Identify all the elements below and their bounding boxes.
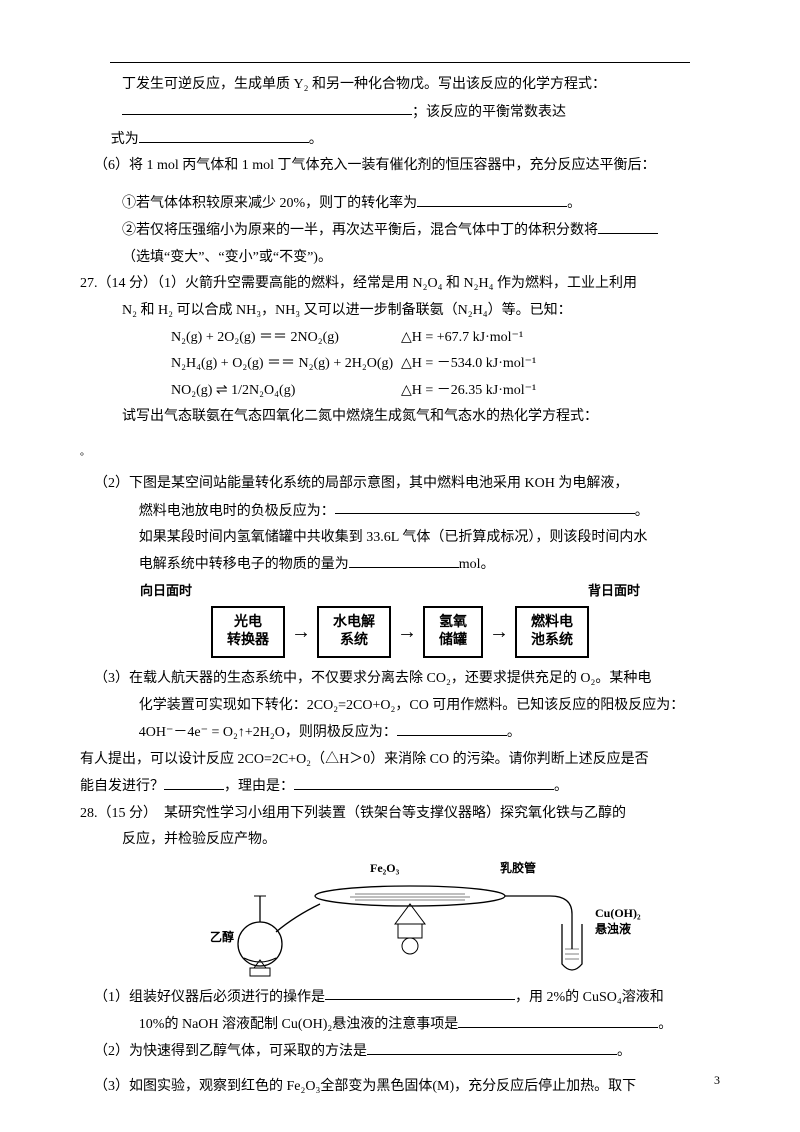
q27p3-l1: （3）在载人航天器的生态系统中，不仅要求分离去除 CO₂，还要求提供充足的 O₂… [80, 666, 720, 693]
q6-o1-pre: ①若气体体积较原来减少 20%，则丁的转化率为 [122, 196, 417, 211]
q27p3-l3: 4OH⁻－4e⁻ = O₂↑+2H₂O，则阴极反应为： 。 [80, 719, 720, 746]
eq3: NO₂(g) ⇌ 1/2N₂O₄(g) △H = －26.35 kJ·mol⁻¹ [80, 378, 720, 405]
fb2a: 水电解 [333, 614, 375, 632]
blank-reason[interactable] [294, 773, 554, 790]
q27p2-l4-pre: 电解系统中转移电子的物质的量为 [139, 557, 349, 572]
q27p4-l2-suf: 。 [554, 779, 568, 794]
flow-titles: 向日面时 背日面时 [80, 579, 720, 604]
flow-arrow-1: → [289, 613, 313, 651]
blank-k-expr[interactable] [139, 126, 309, 143]
header-rule [110, 62, 690, 63]
label-ethanol: 乙醇 [210, 926, 234, 949]
label-tube: 乳胶管 [500, 857, 536, 880]
q6-opt2b: （选填“变大”、“变小”或“不变”)。 [80, 245, 720, 272]
eq3-l: NO₂(g) ⇌ 1/2N₂O₄(g) [171, 378, 401, 405]
page-number: 3 [714, 1069, 720, 1092]
fb4a: 燃料电 [531, 614, 573, 632]
flow-diagram: 光电 转换器 → 水电解 系统 → 氢氧 储罐 → 燃料电 池系统 [80, 606, 720, 658]
eq1-r: △H = +67.7 kJ·mol⁻¹ [401, 325, 523, 352]
q28-p2: （2）为快速得到乙醇气体，可采取的方法是 。 [80, 1038, 720, 1065]
q27p3-l3-suf: 。 [507, 725, 521, 740]
blank-equation[interactable] [122, 99, 412, 116]
eq2: N₂H₄(g) + O₂(g) ＝＝ N₂(g) + 2H₂O(g) △H = … [80, 351, 720, 378]
q28-head2: 反应，并检验反应产物。 [80, 827, 720, 854]
q27p3-l3-pre: 4OH⁻－4e⁻ = O₂↑+2H₂O，则阴极反应为： [139, 725, 397, 740]
q6-o1-suf: 。 [567, 196, 581, 211]
intro-line3: 式为 。 [80, 126, 720, 153]
q28-head: 28.（15 分） 某研究性学习小组用下列装置（铁架台等支撑仪器略）探究氧化铁与… [80, 801, 720, 828]
blank-note[interactable] [458, 1011, 658, 1028]
fb4b: 池系统 [531, 632, 573, 650]
intro-line1: 丁发生可逆反应，生成单质 Y₂ 和另一种化合物戊。写出该反应的化学方程式： [80, 72, 720, 99]
flow-box-4: 燃料电 池系统 [515, 606, 589, 658]
q27p2-l4: 电解系统中转移电子的物质的量为 mol。 [80, 551, 720, 578]
blank-operation[interactable] [325, 984, 515, 1001]
q27p4-l2-pre: 能自发进行？ [80, 779, 164, 794]
q28-p1b-pre: 10%的 NaOH 溶液配制 Cu(OH)₂悬浊液的注意事项是 [139, 1017, 458, 1032]
fb3b: 储罐 [439, 632, 467, 650]
flow-box-3: 氢氧 储罐 [423, 606, 483, 658]
q6-o2-pre: ②若仅将压强缩小为原来的一半，再次达平衡后，混合气体中丁的体积分数将 [122, 223, 598, 238]
intro-l3-suf: 。 [309, 132, 323, 147]
fb1b: 转换器 [227, 632, 269, 650]
q6-opt1: ①若气体体积较原来减少 20%，则丁的转化率为 。 [80, 190, 720, 217]
period1: 。 [80, 447, 720, 459]
q27-head2: N₂ 和 H₂ 可以合成 NH₃，NH₃ 又可以进一步制备联氨（N₂H₄）等。已… [80, 298, 720, 325]
q27p4-l2: 能自发进行？ ，理由是： 。 [80, 773, 720, 800]
q27p2-l3: 如果某段时间内氢氧储罐中共收集到 33.6L 气体（已折算成标况），则该段时间内… [80, 525, 720, 552]
page-content: 丁发生可逆反应，生成单质 Y₂ 和另一种化合物戊。写出该反应的化学方程式： ；该… [80, 72, 720, 1100]
q28-p2-suf: 。 [617, 1044, 631, 1059]
blank-neg-electrode[interactable] [335, 498, 635, 515]
q27p3-l2: 化学装置可实现如下转化：2CO₂=2CO+O₂，CO 可用作燃料。已知该反应的阳… [80, 693, 720, 720]
q27p2-l2-pre: 燃料电池放电时的负极反应为： [139, 503, 335, 518]
eq1: N₂(g) + 2O₂(g) ＝＝ 2NO₂(g) △H = +67.7 kJ·… [80, 325, 720, 352]
flow-box-2: 水电解 系统 [317, 606, 391, 658]
intro-l3-pre: 式为 [111, 132, 139, 147]
q28-p1b: 10%的 NaOH 溶液配制 Cu(OH)₂悬浊液的注意事项是 。 [80, 1011, 720, 1038]
q27p2-l4-unit: mol。 [459, 557, 495, 572]
intro-suffix: ；该反应的平衡常数表达 [412, 104, 566, 119]
blank-mol[interactable] [349, 551, 459, 568]
q28-p1b-suf: 。 [658, 1017, 672, 1032]
q28-p1-pre: （1）组装好仪器后必须进行的操作是 [94, 989, 325, 1004]
flow-arrow-3: → [487, 613, 511, 651]
q6-opt2: ②若仅将压强缩小为原来的一半，再次达平衡后，混合气体中丁的体积分数将 [80, 217, 720, 244]
q6-stem: （6）将 1 mol 丙气体和 1 mol 丁气体充入一装有催化剂的恒压容器中，… [80, 153, 720, 180]
blank-cathode[interactable] [397, 719, 507, 736]
blank-spontaneous[interactable] [164, 773, 224, 790]
apparatus-diagram: Fe₂O₃ 乳胶管 乙醇 Cu(OH)₂ 悬浊液 [200, 854, 720, 984]
q27p4-l2-mid: ，理由是： [224, 779, 294, 794]
q27p2-l2-suf: 。 [635, 503, 649, 518]
fb1a: 光电 [227, 614, 269, 632]
fb3a: 氢氧 [439, 614, 467, 632]
q28-p1: （1）组装好仪器后必须进行的操作是 ，用 2%的 CuSO₄溶液和 [80, 984, 720, 1011]
blank-conversion[interactable] [417, 190, 567, 207]
eq1-l: N₂(g) + 2O₂(g) ＝＝ 2NO₂(g) [171, 325, 401, 352]
eq2-l: N₂H₄(g) + O₂(g) ＝＝ N₂(g) + 2H₂O(g) [171, 351, 401, 378]
q27-head: 27.（14 分）（1）火箭升空需要高能的燃料，经常是用 N₂O₄ 和 N₂H₄… [80, 271, 720, 298]
blank-fraction[interactable] [598, 217, 658, 234]
label-fe2o3: Fe₂O₃ [370, 857, 399, 880]
label-cuoh2b: 悬浊液 [595, 918, 631, 941]
q28-wrap: 28.（15 分） 某研究性学习小组用下列装置（铁架台等支撑仪器略）探究氧化铁与… [80, 801, 720, 854]
flow-title-left: 向日面时 [140, 579, 192, 604]
q27p2-l2: 燃料电池放电时的负极反应为： 。 [80, 498, 720, 525]
q28-p3: （3）如图实验，观察到红色的 Fe₂O₃全部变为黑色固体(M)，充分反应后停止加… [80, 1074, 720, 1101]
flow-box-1: 光电 转换器 [211, 606, 285, 658]
intro-line2: ；该反应的平衡常数表达 [80, 99, 720, 126]
fb2b: 系统 [333, 632, 375, 650]
flow-title-right: 背日面时 [588, 579, 640, 604]
q27-tail: 试写出气态联氨在气态四氧化二氮中燃烧生成氮气和气态水的热化学方程式： [80, 404, 720, 431]
eq2-r: △H = －534.0 kJ·mol⁻¹ [401, 351, 536, 378]
flow-arrow-2: → [395, 613, 419, 651]
blank-method[interactable] [367, 1038, 617, 1055]
eq3-r: △H = －26.35 kJ·mol⁻¹ [401, 378, 536, 405]
q27p2-l1: （2）下图是某空间站能量转化系统的局部示意图，其中燃料电池采用 KOH 为电解液… [80, 471, 720, 498]
q27p4-l1: 有人提出，可以设计反应 2CO=2C+O₂（△H＞0）来消除 CO 的污染。请你… [80, 747, 720, 774]
q28-p1-mid: ，用 2%的 CuSO₄溶液和 [515, 989, 664, 1004]
q28-p2-pre: （2）为快速得到乙醇气体，可采取的方法是 [94, 1044, 367, 1059]
